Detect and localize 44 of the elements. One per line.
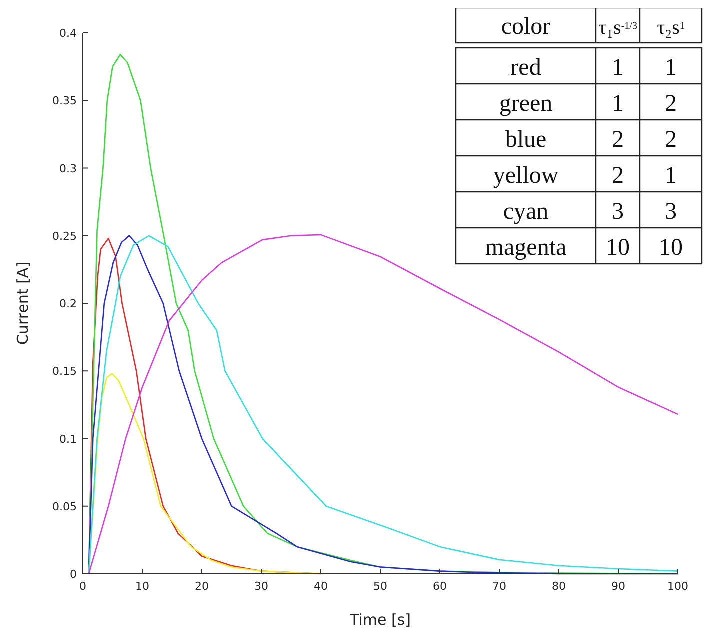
annotation: 2 xyxy=(612,127,624,153)
annotation: 2 xyxy=(665,127,677,153)
x-tick-label: 20 xyxy=(195,580,209,593)
y-tick-label: 0.25 xyxy=(52,230,77,243)
y-tick-label: 0.4 xyxy=(60,27,77,40)
x-tick-label: 30 xyxy=(254,580,268,593)
x-tick-label: 60 xyxy=(433,580,447,593)
annotation: 3 xyxy=(665,199,677,225)
annotation: green xyxy=(499,91,553,117)
x-axis-title: Time [s] xyxy=(349,611,411,629)
y-axis-title: Current [A] xyxy=(14,262,32,346)
annotation: color xyxy=(501,14,551,40)
annotation: blue xyxy=(505,127,547,153)
y-tick-label: 0.15 xyxy=(52,365,77,378)
x-tick-label: 50 xyxy=(374,580,388,593)
y-tick-label: 0.2 xyxy=(60,298,77,310)
line-series xyxy=(88,373,322,575)
annotation: 3 xyxy=(612,199,624,225)
annotation: magenta xyxy=(485,235,567,261)
x-tick-label: 100 xyxy=(668,580,688,593)
x-tick-label: 40 xyxy=(314,580,328,593)
y-tick-label: 0.1 xyxy=(60,432,77,446)
annotation: 2 xyxy=(665,91,677,117)
annotation: cyan xyxy=(503,199,549,225)
annotation: τ₁s$^{-1/3}$ xyxy=(598,17,638,39)
x-tick-label: 70 xyxy=(492,580,506,593)
annotation: red xyxy=(510,55,542,81)
x-tick-label: 80 xyxy=(552,580,566,593)
annotation: 10 xyxy=(659,235,683,261)
x-tick-label: 90 xyxy=(612,580,626,593)
annotation: 1 xyxy=(665,55,677,81)
annotation: 1 xyxy=(612,55,624,81)
annotation: 1 xyxy=(665,163,677,189)
y-tick-label: 0.3 xyxy=(60,162,77,176)
annotation: 1 xyxy=(612,91,624,117)
annotation: yellow xyxy=(493,163,560,189)
x-tick-label: 0 xyxy=(80,580,86,593)
annotation: 2 xyxy=(612,163,624,189)
x-tick-label: 10 xyxy=(136,580,150,593)
y-tick-label: 0.05 xyxy=(52,500,77,514)
y-tick-label: 0.35 xyxy=(52,94,77,108)
annotation: 10 xyxy=(606,235,630,261)
y-tick-label: 0 xyxy=(70,568,77,581)
annotation: τ₂s$^{1}$ xyxy=(657,17,685,39)
